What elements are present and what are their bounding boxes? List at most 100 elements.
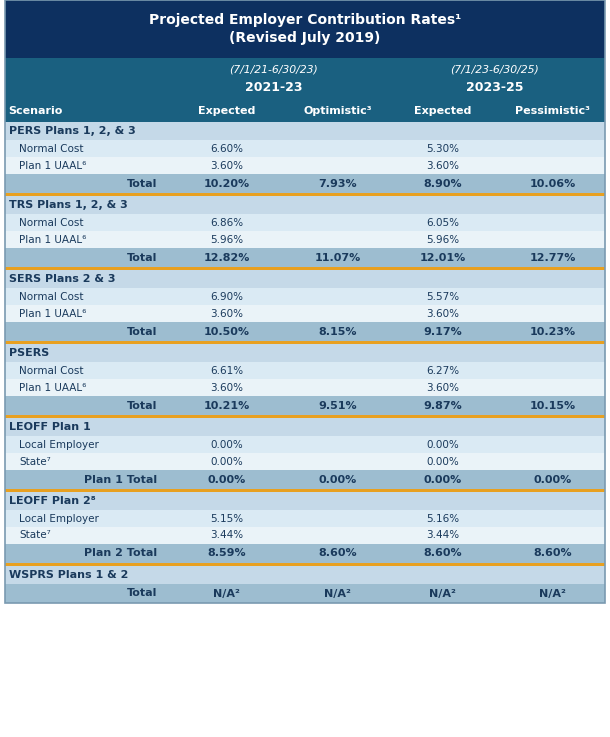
Text: 9.87%: 9.87% [423, 400, 462, 411]
Text: 8.60%: 8.60% [318, 548, 357, 559]
Bar [5, 510, 605, 527]
Text: N/A²: N/A² [324, 589, 351, 598]
Bar [5, 140, 605, 157]
Text: Normal Cost: Normal Cost [19, 292, 84, 301]
Text: 5.96%: 5.96% [210, 234, 243, 245]
Text: 8.90%: 8.90% [423, 178, 462, 189]
Bar [5, 267, 605, 270]
Text: 8.59%: 8.59% [207, 548, 246, 559]
Text: Projected Employer Contribution Rates¹: Projected Employer Contribution Rates¹ [149, 13, 461, 27]
Bar [5, 566, 605, 584]
Text: 0.00%: 0.00% [426, 439, 459, 450]
Text: 6.05%: 6.05% [426, 217, 459, 228]
Text: Local Employer: Local Employer [19, 514, 99, 523]
Text: N/A²: N/A² [429, 589, 456, 598]
Text: 3.60%: 3.60% [210, 161, 243, 170]
Text: 11.07%: 11.07% [314, 253, 361, 262]
Text: 3.60%: 3.60% [426, 383, 459, 393]
Text: PSERS: PSERS [9, 348, 49, 358]
Text: PERS Plans 1, 2, & 3: PERS Plans 1, 2, & 3 [9, 126, 136, 136]
Bar [5, 436, 605, 453]
Text: 10.06%: 10.06% [529, 178, 576, 189]
Text: WSPRS Plans 1 & 2: WSPRS Plans 1 & 2 [9, 570, 128, 580]
Text: State⁷: State⁷ [19, 456, 51, 467]
Text: 5.16%: 5.16% [426, 514, 459, 523]
Bar [5, 305, 605, 322]
Bar [5, 322, 605, 341]
Text: Expected: Expected [198, 106, 255, 116]
Bar [5, 453, 605, 470]
Text: Total: Total [127, 589, 157, 598]
Bar [5, 193, 605, 196]
Text: 0.00%: 0.00% [533, 475, 572, 484]
Text: SERS Plans 2 & 3: SERS Plans 2 & 3 [9, 274, 115, 284]
Bar [5, 584, 605, 603]
Bar [5, 58, 605, 100]
Text: Local Employer: Local Employer [19, 439, 99, 450]
Text: 10.20%: 10.20% [204, 178, 249, 189]
Bar [5, 122, 605, 140]
Text: Plan 1 Total: Plan 1 Total [84, 475, 157, 484]
Text: 9.51%: 9.51% [318, 400, 357, 411]
Bar [5, 492, 605, 510]
Bar [5, 344, 605, 362]
Text: 5.30%: 5.30% [426, 144, 459, 153]
Text: State⁷: State⁷ [19, 531, 51, 540]
Text: Pessimistic³: Pessimistic³ [515, 106, 590, 116]
Text: 0.00%: 0.00% [426, 456, 459, 467]
Bar [5, 470, 605, 489]
Bar [5, 231, 605, 248]
Text: Total: Total [127, 253, 157, 262]
Text: 0.00%: 0.00% [207, 475, 246, 484]
Text: 6.90%: 6.90% [210, 292, 243, 301]
Bar [5, 0, 605, 603]
Text: TRS Plans 1, 2, & 3: TRS Plans 1, 2, & 3 [9, 200, 127, 210]
Text: 0.00%: 0.00% [318, 475, 357, 484]
Text: 12.82%: 12.82% [203, 253, 249, 262]
Text: LEOFF Plan 2⁸: LEOFF Plan 2⁸ [9, 496, 96, 506]
Bar [5, 288, 605, 305]
Text: 10.15%: 10.15% [529, 400, 576, 411]
Text: 3.60%: 3.60% [210, 309, 243, 318]
Text: 9.17%: 9.17% [423, 326, 462, 337]
Text: 2023-25: 2023-25 [466, 81, 524, 94]
Bar [5, 396, 605, 415]
Text: 5.57%: 5.57% [426, 292, 459, 301]
Text: Expected: Expected [414, 106, 471, 116]
Text: Total: Total [127, 326, 157, 337]
Text: 0.00%: 0.00% [423, 475, 462, 484]
Text: Normal Cost: Normal Cost [19, 144, 84, 153]
Text: 12.77%: 12.77% [529, 253, 576, 262]
Text: 0.00%: 0.00% [210, 456, 243, 467]
Text: 6.60%: 6.60% [210, 144, 243, 153]
Text: Plan 1 UAAL⁶: Plan 1 UAAL⁶ [19, 161, 87, 170]
Text: 0.00%: 0.00% [210, 439, 243, 450]
Text: 6.61%: 6.61% [210, 366, 243, 375]
Text: 6.27%: 6.27% [426, 366, 459, 375]
Text: Plan 1 UAAL⁶: Plan 1 UAAL⁶ [19, 309, 87, 318]
Text: Normal Cost: Normal Cost [19, 366, 84, 375]
Bar [5, 415, 605, 418]
Text: N/A²: N/A² [539, 589, 566, 598]
Bar [5, 489, 605, 492]
Text: 5.15%: 5.15% [210, 514, 243, 523]
Bar [5, 196, 605, 214]
Bar [5, 174, 605, 193]
Text: 3.44%: 3.44% [426, 531, 459, 540]
Bar [5, 157, 605, 174]
Text: (Revised July 2019): (Revised July 2019) [229, 31, 381, 45]
Text: N/A²: N/A² [213, 589, 240, 598]
Text: Total: Total [127, 178, 157, 189]
Text: Plan 2 Total: Plan 2 Total [84, 548, 157, 559]
Bar [5, 379, 605, 396]
Text: 3.60%: 3.60% [426, 309, 459, 318]
Bar [5, 248, 605, 267]
Bar [5, 100, 605, 122]
Text: 2021-23: 2021-23 [245, 81, 303, 94]
Bar [5, 544, 605, 563]
Text: LEOFF Plan 1: LEOFF Plan 1 [9, 422, 91, 432]
Text: Plan 1 UAAL⁶: Plan 1 UAAL⁶ [19, 234, 87, 245]
Text: 6.86%: 6.86% [210, 217, 243, 228]
Text: Scenario: Scenario [8, 106, 62, 116]
Bar [5, 527, 605, 544]
